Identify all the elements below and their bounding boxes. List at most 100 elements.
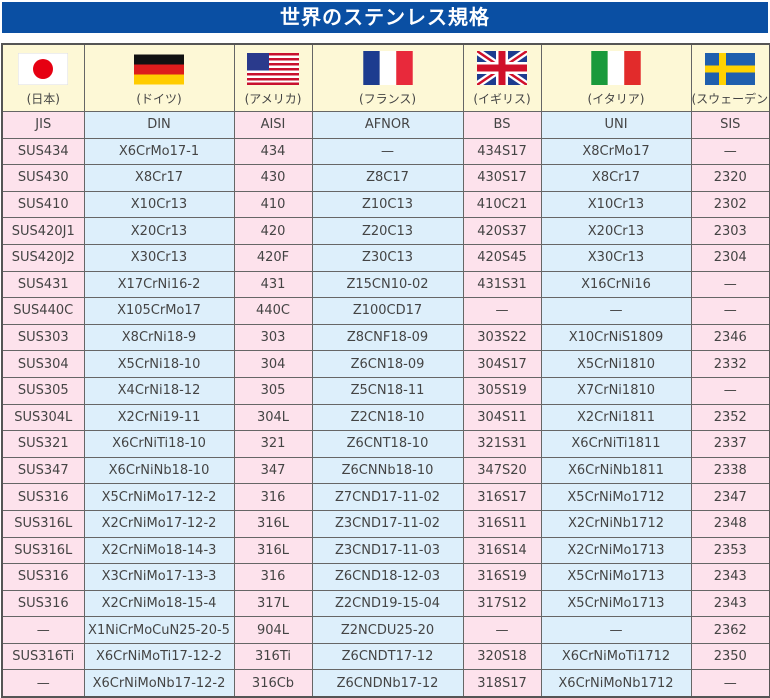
cell-afnor: Z6CNT18-10	[312, 431, 463, 458]
cell-bs: —	[463, 298, 541, 325]
cell-afnor: Z7CND17-11-02	[312, 484, 463, 511]
cell-jis: SUS316	[2, 484, 84, 511]
country-label: (スウェーデン)	[692, 92, 770, 106]
column-header-afnor: AFNOR	[312, 112, 463, 139]
cell-sis: 2347	[691, 484, 770, 511]
cell-bs: 316S17	[463, 484, 541, 511]
cell-uni: X5CrNiMo1713	[541, 564, 691, 591]
cell-afnor: Z3CND17-11-03	[312, 537, 463, 564]
italy-flag-icon	[591, 51, 641, 85]
cell-bs: 318S17	[463, 670, 541, 697]
cell-jis: —	[2, 617, 84, 644]
country-label: (日本)	[27, 92, 60, 106]
cell-jis: SUS304	[2, 351, 84, 378]
cell-bs: 316S14	[463, 537, 541, 564]
cell-afnor: Z20C13	[312, 218, 463, 245]
cell-sis: 2350	[691, 643, 770, 670]
cell-sis: 2343	[691, 564, 770, 591]
cell-jis: SUS431	[2, 271, 84, 298]
cell-uni: X30Cr13	[541, 244, 691, 271]
germany-flag-icon	[134, 54, 184, 85]
cell-din: X6CrNiMoTi17-12-2	[84, 643, 234, 670]
column-header-din: DIN	[84, 112, 234, 139]
cell-sis: 2320	[691, 165, 770, 192]
cell-jis: SUS420J1	[2, 218, 84, 245]
cell-jis: SUS316L	[2, 537, 84, 564]
sweden-flag-icon	[705, 53, 755, 85]
cell-bs: 316S11	[463, 510, 541, 537]
cell-uni: X10Cr13	[541, 191, 691, 218]
country-cell-usa: (アメリカ)	[234, 44, 312, 112]
cell-din: X20Cr13	[84, 218, 234, 245]
cell-uni: X2CrNiMo1713	[541, 537, 691, 564]
cell-afnor: Z8C17	[312, 165, 463, 192]
cell-sis: 2346	[691, 324, 770, 351]
country-label: (イギリス)	[473, 92, 530, 106]
cell-afnor: Z6CN18-09	[312, 351, 463, 378]
cell-afnor: Z6CNNb18-10	[312, 457, 463, 484]
cell-bs: 420S37	[463, 218, 541, 245]
cell-din: X30Cr13	[84, 244, 234, 271]
cell-din: X3CrNiMo17-13-3	[84, 564, 234, 591]
cell-sis: —	[691, 138, 770, 165]
country-cell-italy: (イタリア)	[541, 44, 691, 112]
country-cell-germany: (ドイツ)	[84, 44, 234, 112]
cell-jis: SUS305	[2, 377, 84, 404]
cell-uni: —	[541, 617, 691, 644]
column-header-aisi: AISI	[234, 112, 312, 139]
cell-sis: 2348	[691, 510, 770, 537]
country-cell-france: (フランス)	[312, 44, 463, 112]
france-flag-icon	[363, 51, 413, 85]
column-header-sis: SIS	[691, 112, 770, 139]
cell-afnor: Z3CND17-11-02	[312, 510, 463, 537]
cell-bs: 305S19	[463, 377, 541, 404]
cell-bs: 431S31	[463, 271, 541, 298]
cell-sis: —	[691, 271, 770, 298]
cell-aisi: 316	[234, 564, 312, 591]
cell-aisi: 420	[234, 218, 312, 245]
cell-afnor: Z8CNF18-09	[312, 324, 463, 351]
cell-aisi: 430	[234, 165, 312, 192]
cell-uni: X10CrNiS1809	[541, 324, 691, 351]
cell-afnor: Z2NCDU25-20	[312, 617, 463, 644]
cell-bs: 303S22	[463, 324, 541, 351]
cell-uni: X8Cr17	[541, 165, 691, 192]
cell-sis: 2337	[691, 431, 770, 458]
country-label: (フランス)	[359, 92, 416, 106]
cell-din: X5CrNi18-10	[84, 351, 234, 378]
cell-sis: 2332	[691, 351, 770, 378]
cell-afnor: Z100CD17	[312, 298, 463, 325]
cell-din: X4CrNi18-12	[84, 377, 234, 404]
cell-aisi: 420F	[234, 244, 312, 271]
cell-sis: 2362	[691, 617, 770, 644]
cell-jis: SUS440C	[2, 298, 84, 325]
cell-din: X5CrNiMo17-12-2	[84, 484, 234, 511]
cell-bs: 420S45	[463, 244, 541, 271]
cell-afnor: Z30C13	[312, 244, 463, 271]
cell-uni: X2CrNiNb1712	[541, 510, 691, 537]
cell-jis: SUS420J2	[2, 244, 84, 271]
cell-sis: 2353	[691, 537, 770, 564]
cell-bs: 317S12	[463, 590, 541, 617]
cell-aisi: 316Cb	[234, 670, 312, 697]
cell-aisi: 440C	[234, 298, 312, 325]
cell-bs: 430S17	[463, 165, 541, 192]
cell-sis: 2302	[691, 191, 770, 218]
cell-afnor: Z6CNDT17-12	[312, 643, 463, 670]
cell-uni: X7CrNi1810	[541, 377, 691, 404]
cell-aisi: 431	[234, 271, 312, 298]
cell-jis: SUS434	[2, 138, 84, 165]
cell-bs: 320S18	[463, 643, 541, 670]
cell-afnor: Z15CN10-02	[312, 271, 463, 298]
cell-din: X105CrMo17	[84, 298, 234, 325]
